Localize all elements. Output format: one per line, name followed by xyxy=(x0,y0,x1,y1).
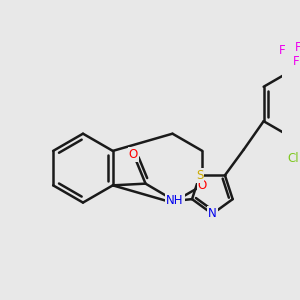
Text: Cl: Cl xyxy=(288,152,299,165)
Text: O: O xyxy=(129,148,138,161)
Text: O: O xyxy=(198,179,207,192)
Text: F: F xyxy=(295,41,300,54)
Text: S: S xyxy=(196,169,203,182)
Text: F: F xyxy=(279,44,286,57)
Text: N: N xyxy=(208,207,217,220)
Text: NH: NH xyxy=(166,194,184,207)
Text: F: F xyxy=(293,55,299,68)
